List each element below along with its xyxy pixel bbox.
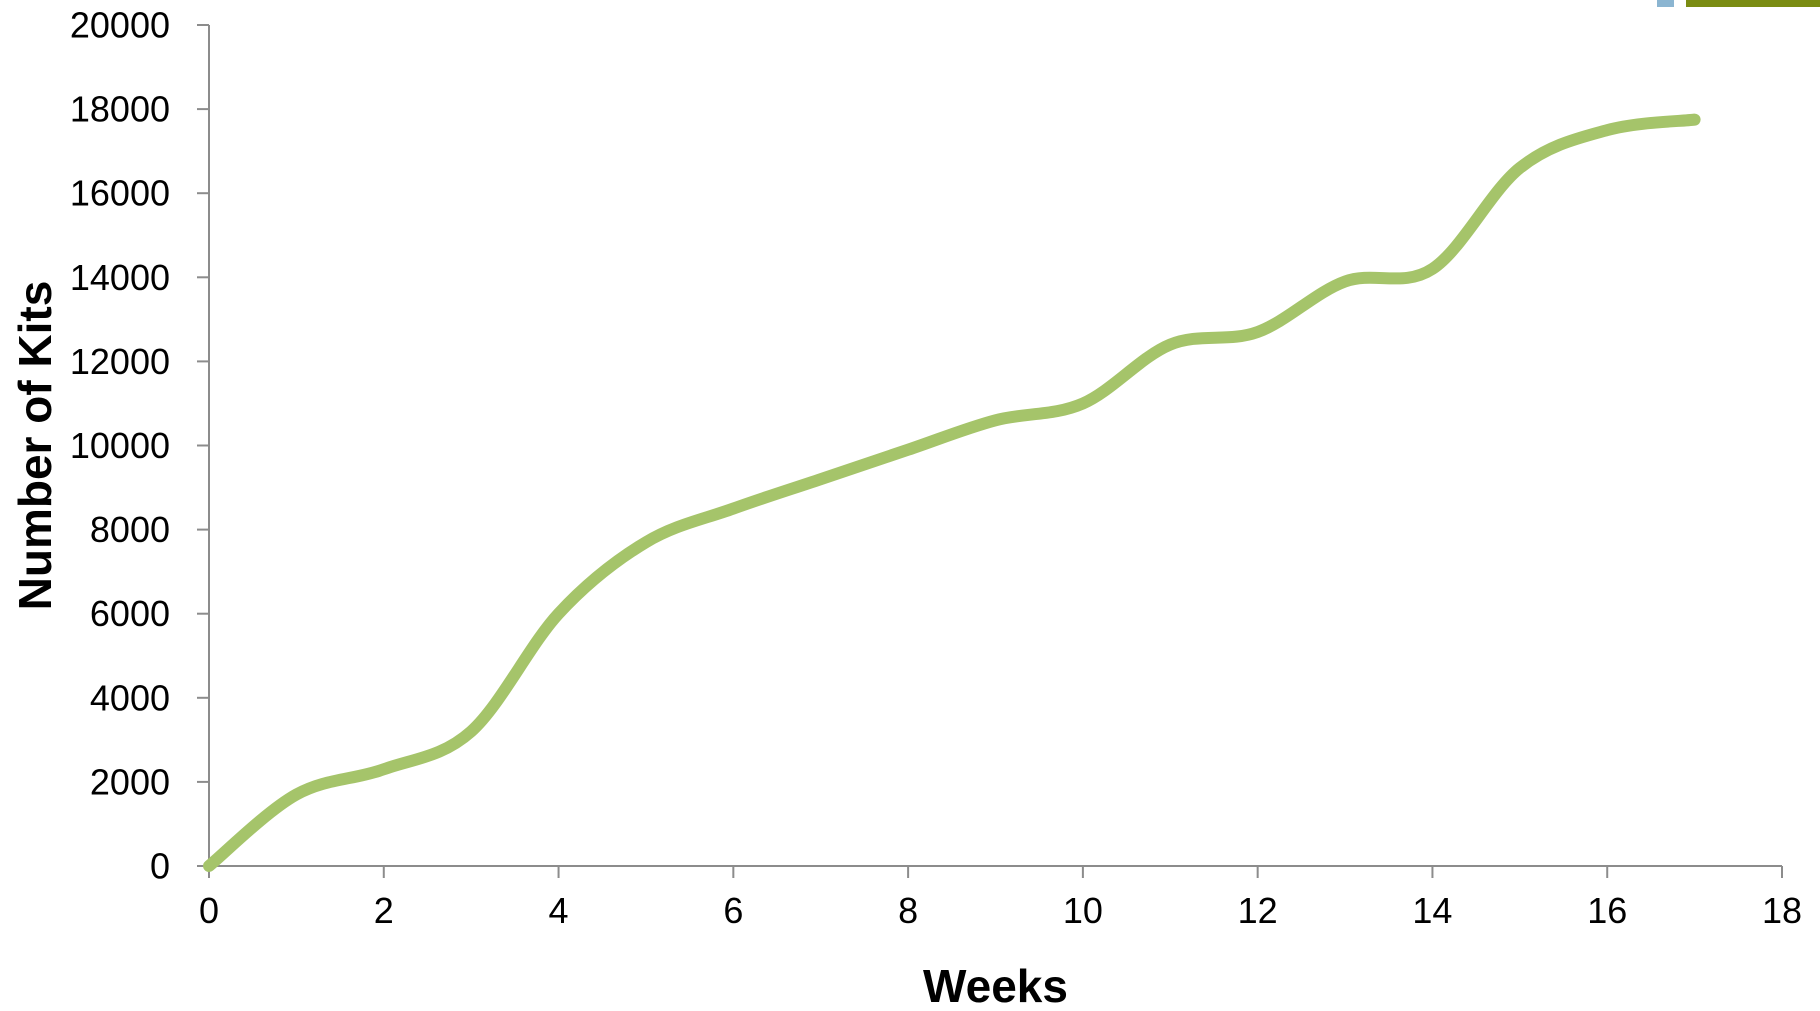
y-tick-label: 8000 — [90, 509, 170, 550]
x-tick-label: 14 — [1412, 890, 1452, 931]
series-line — [203, 113, 1701, 872]
y-tick-label: 10000 — [70, 425, 170, 466]
y-tick-label: 6000 — [90, 593, 170, 634]
series-layer — [203, 113, 1701, 872]
x-tick-label: 4 — [549, 890, 569, 931]
x-axis-ticks: 0 2 4 6 8 10 12 14 16 18 — [199, 866, 1802, 931]
x-tick-label: 6 — [723, 890, 743, 931]
y-tick-label: 18000 — [70, 89, 170, 130]
x-tick-label: 16 — [1587, 890, 1627, 931]
y-axis-ticks: 0 2000 4000 6000 8000 10000 12000 14000 16000 180… — [70, 5, 209, 887]
y-tick-label: 12000 — [70, 341, 170, 382]
x-tick-label: 2 — [374, 890, 394, 931]
y-tick-label: 16000 — [70, 173, 170, 214]
y-tick-label: 4000 — [90, 677, 170, 718]
olive-bar-mark — [1686, 0, 1820, 7]
y-tick-label: 0 — [150, 846, 170, 887]
x-tick-label: 8 — [898, 890, 918, 931]
x-tick-label: 12 — [1238, 890, 1278, 931]
y-tick-label: 20000 — [70, 5, 170, 46]
x-tick-label: 0 — [199, 890, 219, 931]
y-axis-title: Number of Kits — [9, 281, 61, 611]
y-tick-label: 14000 — [70, 257, 170, 298]
blue-square-mark — [1657, 0, 1674, 7]
x-tick-label: 18 — [1762, 890, 1802, 931]
x-tick-label: 10 — [1063, 890, 1103, 931]
y-tick-label: 2000 — [90, 761, 170, 802]
x-axis-title: Weeks — [923, 960, 1068, 1011]
